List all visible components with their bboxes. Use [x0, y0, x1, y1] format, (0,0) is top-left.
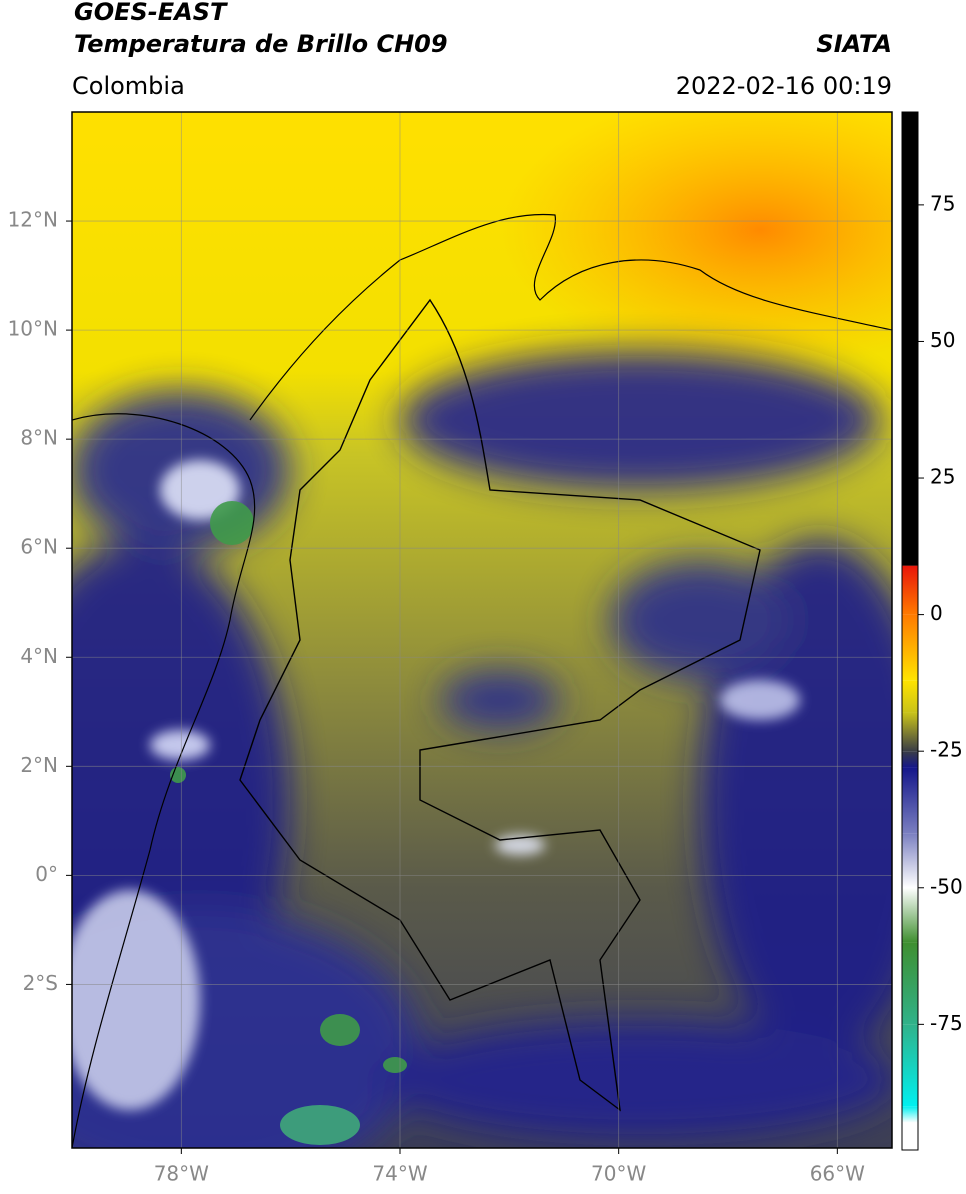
colorbar-segment [902, 565, 918, 566]
y-tick-label: 10°N [8, 317, 58, 341]
colorbar-segment [902, 751, 918, 768]
colorbar-segment [902, 680, 918, 713]
y-tick-label: 12°N [8, 208, 58, 232]
datetime: 2022-02-16 00:19 [676, 72, 892, 100]
colorbar-label: 0 [930, 601, 943, 625]
colorbar-segment [902, 712, 918, 752]
graticule: 78°W 74°W 70°W 66°W 12°N 10°N 8°N 6°N 4°N 2°N 0° 2°… [8, 112, 892, 1186]
x-tick-label: 66°W [810, 1162, 865, 1186]
region: Colombia [72, 72, 185, 100]
colorbar-label: 75 [930, 191, 955, 215]
colorbar-label: -25 [930, 738, 963, 762]
product: Temperatura de Brillo CH09 [74, 30, 448, 58]
x-tick-label: 70°W [591, 1162, 646, 1186]
colorbar-label: -50 [930, 874, 963, 898]
colorbar-segment [902, 767, 918, 834]
colorbar-segment [902, 942, 918, 1025]
colorbar-segment [902, 565, 918, 615]
colorbar: 75 50 25 0 -25 -50 -75 [901, 111, 963, 1151]
y-tick-label: 2°N [20, 753, 58, 777]
colorbar-label: -75 [930, 1011, 963, 1035]
colorbar-label: 25 [930, 465, 955, 489]
satellite-image [72, 112, 892, 1148]
colorbar-segment [902, 833, 918, 888]
colorbar-frame [901, 111, 919, 1151]
x-tick-label: 74°W [372, 1162, 427, 1186]
y-tick-label: 8°N [20, 426, 58, 450]
colorbar-segment [902, 1106, 918, 1123]
y-tick-label: 2°S [23, 971, 58, 995]
y-tick-label: 6°N [20, 535, 58, 559]
colorbar-segment [902, 614, 918, 681]
colorbar-segment [902, 887, 918, 943]
map-frame [71, 111, 893, 1149]
colorbar-segment [902, 1122, 918, 1150]
source: SIATA [816, 30, 892, 58]
instrument: GOES-EAST [74, 0, 228, 26]
colorbar-label: 50 [930, 328, 955, 352]
colorbar-segment [902, 112, 918, 566]
colorbar-segment [902, 1024, 918, 1107]
y-tick-label: 4°N [20, 644, 58, 668]
x-tick-label: 78°W [154, 1162, 209, 1186]
y-tick-label: 0° [35, 862, 58, 886]
